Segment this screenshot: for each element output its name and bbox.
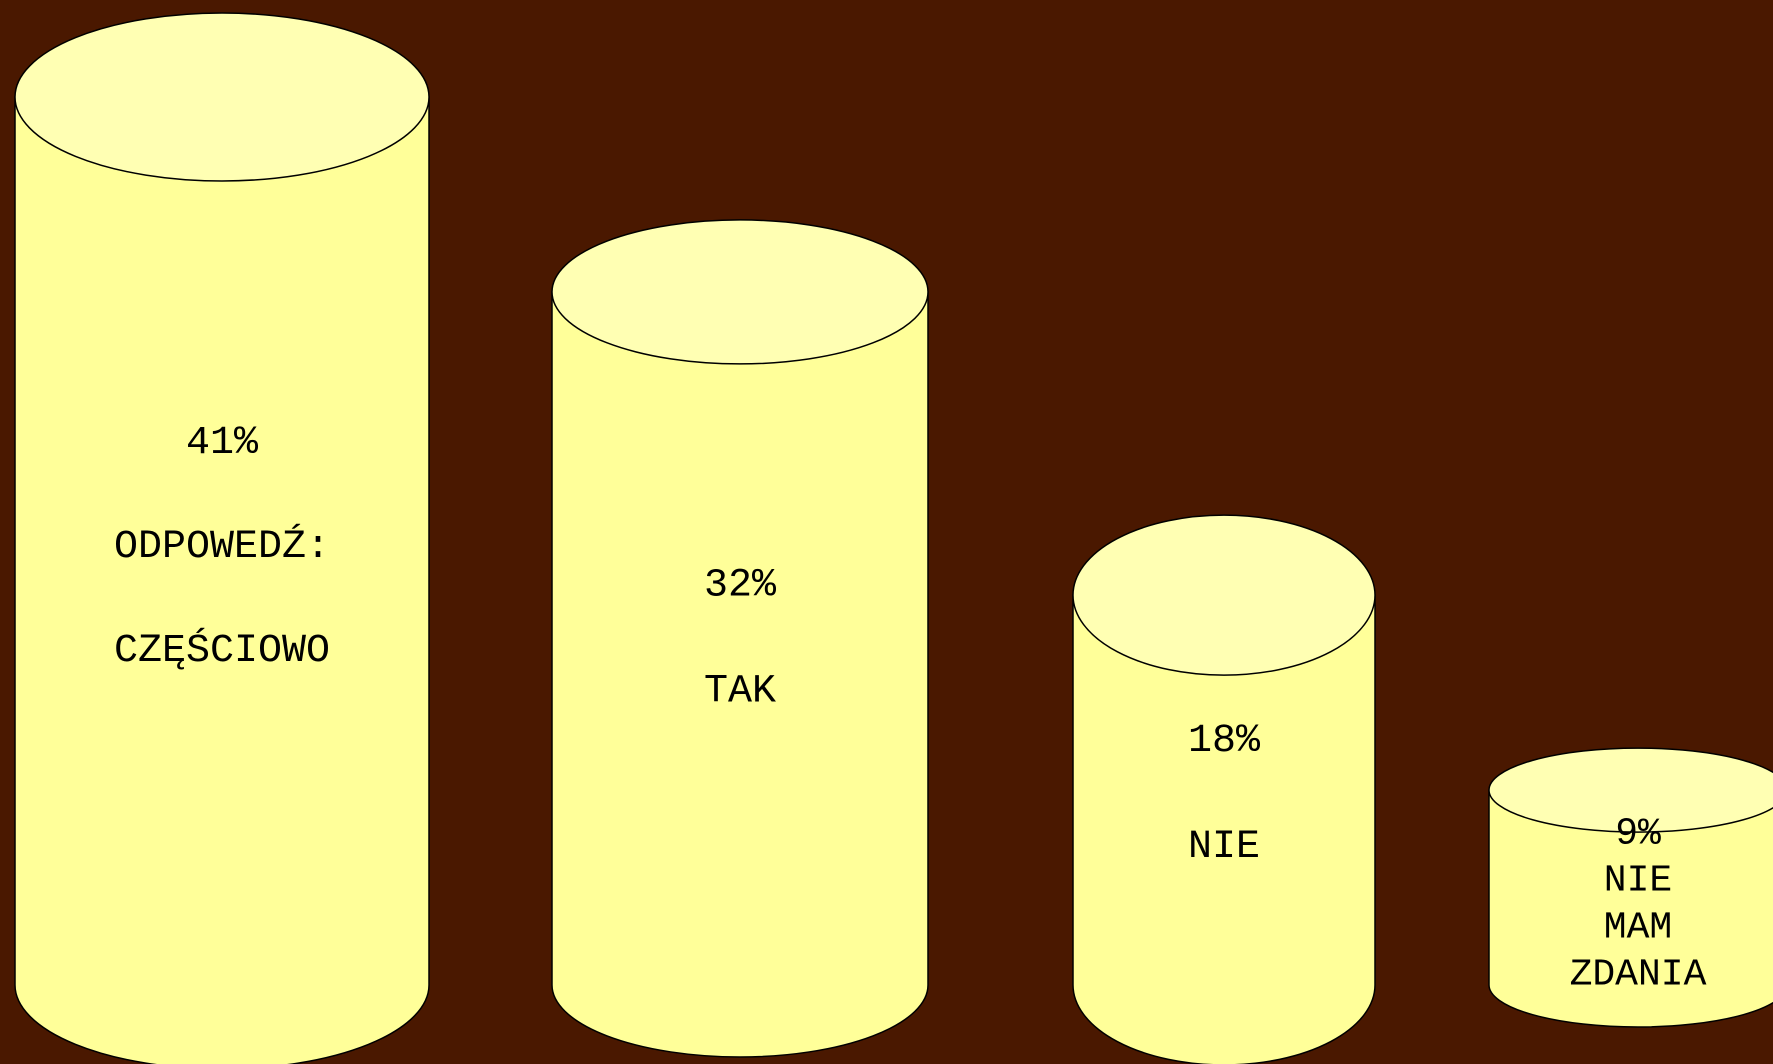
category-label: TAK: [704, 669, 776, 714]
cylinder-bar: 41% ODPOWEDŹ: CZĘŚCIOWO: [14, 12, 430, 1064]
value-label: 32%: [704, 563, 777, 608]
cylinder-top: [1488, 747, 1773, 833]
value-label: 41%: [186, 421, 259, 466]
cylinder-top: [1072, 514, 1376, 676]
cylinder-top: [551, 219, 929, 365]
cylinder-bar: 32% TAK: [551, 219, 929, 1058]
cylinder-body: [1488, 789, 1773, 1028]
cylinder-body: [551, 291, 929, 1058]
category-label: NIE: [1604, 859, 1672, 902]
cylinder-top: [14, 12, 430, 182]
cylinder-body: [14, 96, 430, 1064]
category-label: ODPOWEDŹ:: [114, 523, 330, 570]
cylinder-body: [1072, 594, 1376, 1064]
category-label: CZĘŚCIOWO: [114, 626, 330, 674]
category-label: NIE: [1188, 825, 1260, 870]
value-label: 9%: [1615, 812, 1661, 855]
value-label: 18%: [1188, 719, 1261, 764]
category-label: ZDANIA: [1570, 953, 1707, 996]
cylinder-bar: 18% NIE: [1072, 514, 1376, 1064]
category-label: MAM: [1604, 906, 1672, 949]
